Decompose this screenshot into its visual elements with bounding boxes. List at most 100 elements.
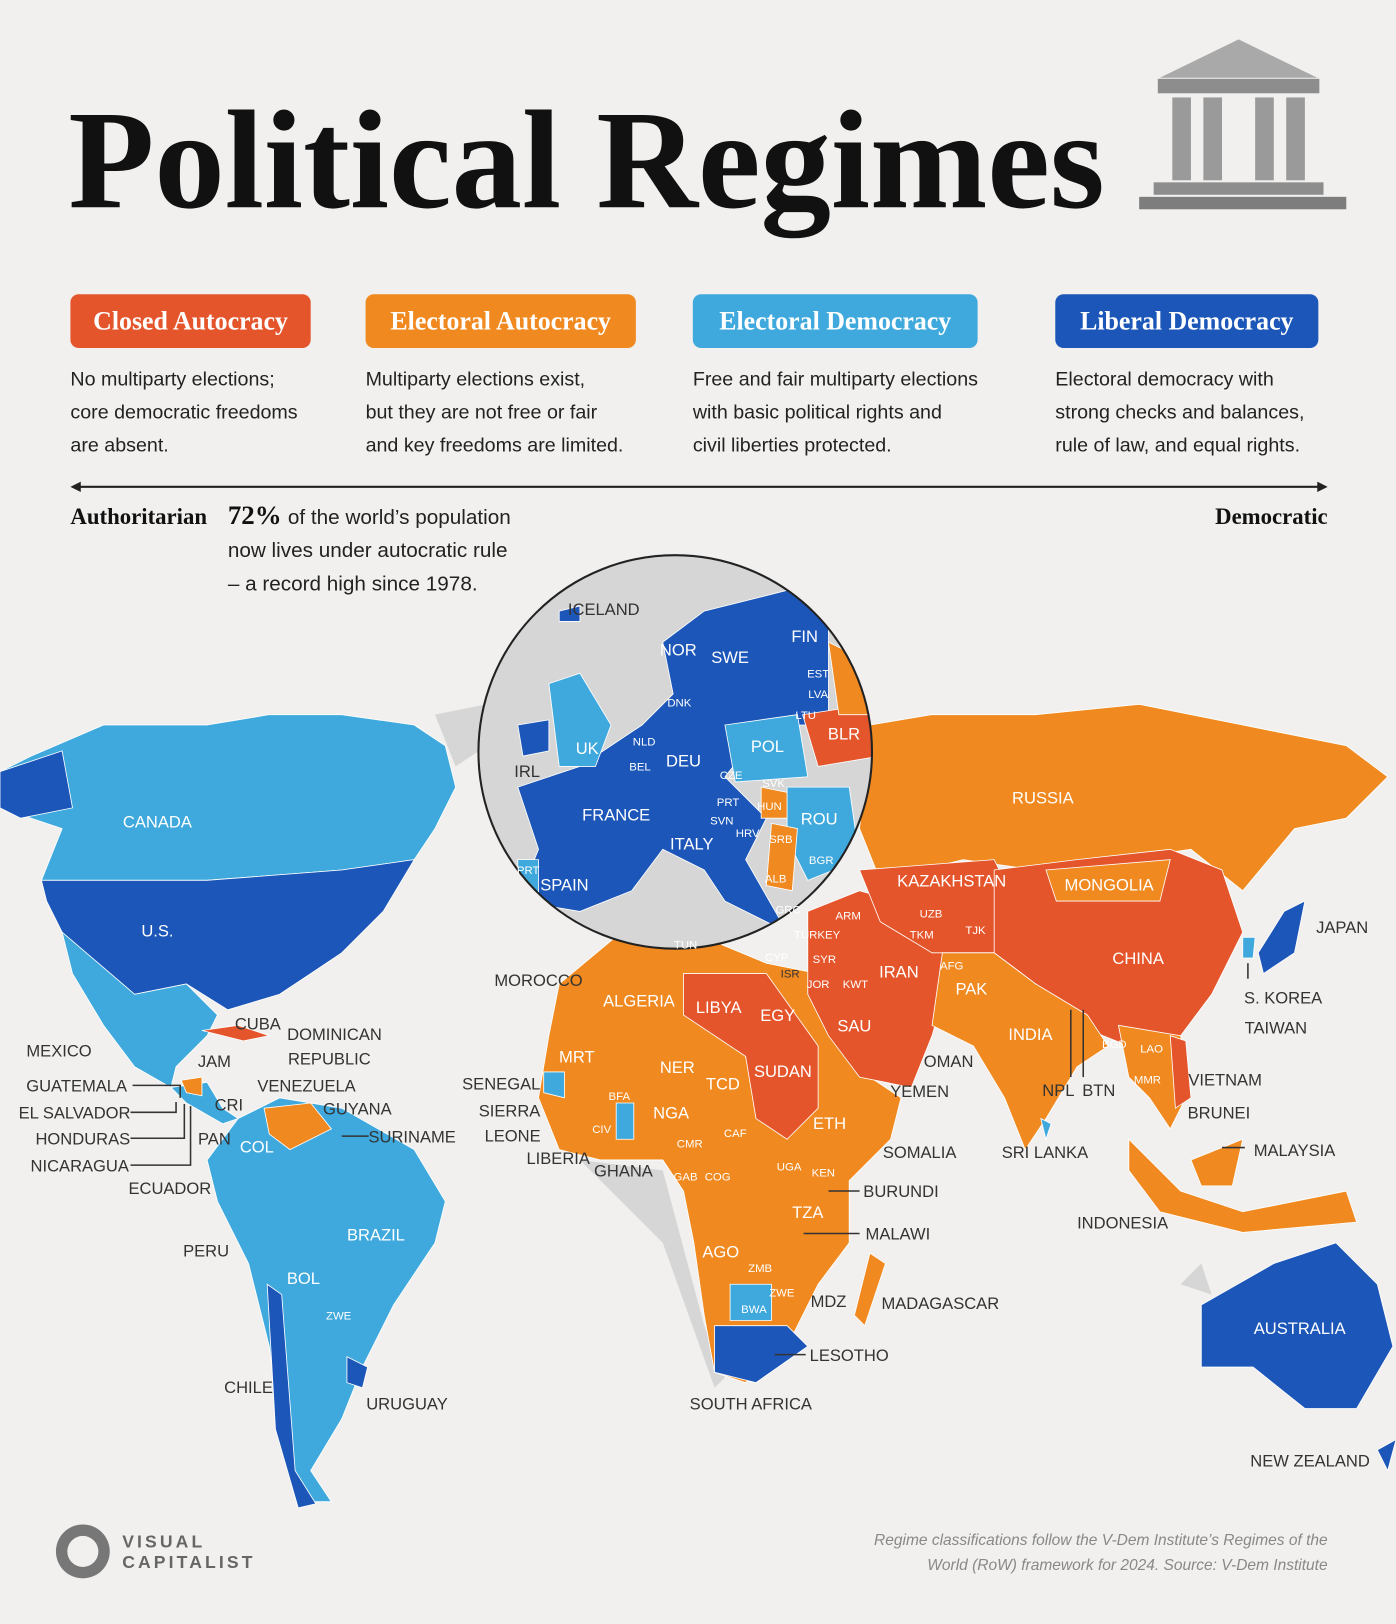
arrow-left bbox=[70, 481, 81, 492]
country-label: TAIWAN bbox=[1245, 1019, 1308, 1038]
country-label: YEMEN bbox=[890, 1082, 949, 1101]
country-label: S. KOREA bbox=[1244, 989, 1322, 1008]
country-label: UK bbox=[576, 739, 599, 758]
country-label: MOROCCO bbox=[494, 971, 582, 990]
country-label: NEW ZEALAND bbox=[1250, 1452, 1370, 1471]
country-label: CAF bbox=[724, 1128, 747, 1140]
country-label: COL bbox=[240, 1138, 274, 1157]
country-label: INDONESIA bbox=[1077, 1213, 1168, 1232]
legend-description: but they are not free or fair bbox=[366, 401, 598, 423]
legend-description: strong checks and balances, bbox=[1055, 401, 1304, 423]
country-label: MALAYSIA bbox=[1254, 1141, 1336, 1160]
country-label: POL bbox=[751, 737, 784, 756]
country-label: BRAZIL bbox=[347, 1226, 405, 1245]
country-area bbox=[1128, 1138, 1358, 1233]
country-label: MONGOLIA bbox=[1065, 876, 1154, 895]
country-label: MMR bbox=[1134, 1074, 1161, 1086]
country-label: LIBERIA bbox=[526, 1149, 589, 1168]
country-label: ISR bbox=[781, 969, 800, 981]
brand: CAPITALIST bbox=[122, 1552, 255, 1572]
country-label: PAK bbox=[955, 979, 987, 998]
country-label: CIV bbox=[592, 1124, 611, 1136]
country-label: UGA bbox=[777, 1161, 802, 1173]
country-label: ARM bbox=[836, 911, 861, 923]
country-area bbox=[0, 714, 457, 881]
country-label: SVN bbox=[710, 815, 733, 827]
country-label: URUGUAY bbox=[366, 1395, 448, 1414]
country-label: LVA bbox=[808, 689, 828, 701]
country-label: TKM bbox=[910, 929, 934, 941]
scale-right: Democratic bbox=[1215, 504, 1328, 529]
country-area bbox=[931, 952, 1109, 1151]
country-label: PRT bbox=[717, 797, 740, 809]
callout-figure: 72% bbox=[228, 500, 282, 530]
country-label: BEL bbox=[629, 762, 651, 774]
country-label: SRI LANKA bbox=[1002, 1143, 1088, 1162]
country-area bbox=[1040, 936, 1256, 1141]
country-label: MALAWI bbox=[866, 1225, 931, 1244]
country-label: BWA bbox=[741, 1304, 767, 1316]
country-area bbox=[263, 1102, 333, 1151]
country-label: GUYANA bbox=[323, 1099, 392, 1118]
country-label: CYP bbox=[765, 952, 788, 964]
country-label: SPAIN bbox=[540, 876, 588, 895]
country-area bbox=[201, 1024, 271, 1042]
legend-description: and key freedoms are limited. bbox=[366, 435, 624, 457]
legend-label: Closed Autocracy bbox=[93, 306, 288, 335]
country-label: SIERRA bbox=[479, 1101, 541, 1120]
country-area bbox=[180, 1076, 203, 1097]
country-area bbox=[206, 1097, 446, 1503]
country-label: BGR bbox=[809, 855, 834, 867]
country-area bbox=[853, 1252, 886, 1327]
country-area bbox=[1045, 859, 1171, 902]
legend-description: Free and fair multiparty elections bbox=[693, 368, 978, 390]
legend-badge bbox=[365, 294, 636, 349]
country-label: NER bbox=[660, 1058, 695, 1077]
country-label: UZB bbox=[920, 909, 943, 921]
country-label: NOR bbox=[660, 641, 697, 660]
country-label: ZWE bbox=[326, 1310, 352, 1322]
country-label: MEXICO bbox=[26, 1041, 91, 1060]
country-label: SYR bbox=[813, 954, 836, 966]
country-label: RUSSIA bbox=[1012, 789, 1074, 808]
legend-label: Liberal Democracy bbox=[1080, 306, 1293, 335]
legend: Closed Autocracy No multiparty elections;… bbox=[70, 294, 1319, 457]
world-map bbox=[0, 554, 1396, 1509]
country-label: CUBA bbox=[235, 1014, 281, 1033]
country-label: EL SALVADOR bbox=[19, 1104, 131, 1123]
country-area bbox=[714, 1325, 809, 1384]
country-label: OMAN bbox=[924, 1052, 974, 1071]
country-label: GUATEMALA bbox=[26, 1077, 127, 1096]
country-label: FRANCE bbox=[582, 805, 650, 824]
country-label: PRT bbox=[517, 865, 540, 877]
country-label: BLR bbox=[828, 725, 860, 744]
legend-description: core democratic freedoms bbox=[70, 401, 297, 423]
country-area bbox=[683, 973, 819, 1140]
country-label: LTU bbox=[795, 710, 816, 722]
country-label: BFA bbox=[609, 1091, 631, 1103]
country-label: BURUNDI bbox=[863, 1182, 938, 1201]
country-label: SOUTH AFRICA bbox=[690, 1395, 812, 1414]
country-area bbox=[0, 750, 73, 819]
country-label: CHINA bbox=[1112, 949, 1163, 968]
legend-badge bbox=[692, 294, 978, 349]
country-label: MADAGASCAR bbox=[881, 1294, 999, 1313]
country-label: ETH bbox=[813, 1114, 846, 1133]
country-label: NICARAGUA bbox=[31, 1156, 129, 1175]
country-label: DOMINICAN bbox=[287, 1025, 382, 1044]
country-label: MDZ bbox=[811, 1292, 847, 1311]
country-label: JAPAN bbox=[1316, 918, 1368, 937]
country-label: ECUADOR bbox=[128, 1179, 211, 1198]
country-label: PAN bbox=[198, 1129, 231, 1148]
country-label: SURINAME bbox=[369, 1127, 456, 1146]
country-label: TZA bbox=[792, 1203, 823, 1222]
country-label: SAU bbox=[837, 1017, 871, 1036]
country-label: IRAN bbox=[879, 963, 919, 982]
country-label: ALGERIA bbox=[603, 992, 675, 1011]
country-label: GAB bbox=[674, 1172, 698, 1184]
legend-badge bbox=[1055, 294, 1319, 349]
country-label: AGO bbox=[702, 1242, 739, 1261]
country-label: HRV bbox=[736, 828, 760, 840]
country-label: SOMALIA bbox=[883, 1143, 957, 1162]
legend-badge bbox=[70, 294, 311, 349]
